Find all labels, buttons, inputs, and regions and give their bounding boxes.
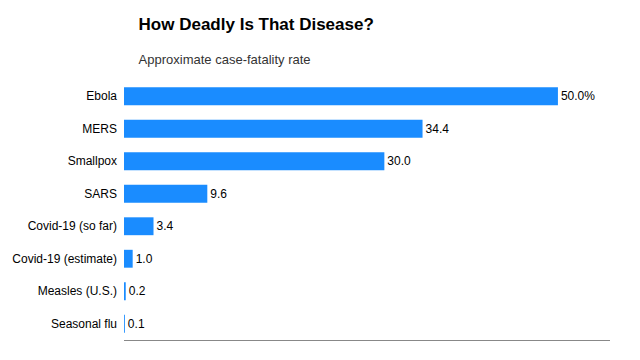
- svg-text:Seasonal flu: Seasonal flu: [51, 317, 117, 331]
- svg-text:Approximate case-fatality rate: Approximate case-fatality rate: [139, 52, 311, 67]
- svg-text:MERS: MERS: [82, 122, 117, 136]
- svg-text:Covid-19 (so far): Covid-19 (so far): [28, 219, 117, 233]
- svg-text:0.1: 0.1: [128, 317, 145, 331]
- svg-text:34.4: 34.4: [426, 122, 450, 136]
- svg-text:0.2: 0.2: [129, 284, 146, 298]
- svg-text:How Deadly Is That Disease?: How Deadly Is That Disease?: [139, 15, 374, 34]
- svg-text:50.0%: 50.0%: [561, 89, 595, 103]
- svg-text:3.4: 3.4: [157, 219, 174, 233]
- svg-text:1.0: 1.0: [136, 252, 153, 266]
- svg-text:30.0: 30.0: [387, 154, 411, 168]
- svg-text:Smallpox: Smallpox: [68, 154, 117, 168]
- svg-text:9.6: 9.6: [210, 187, 227, 201]
- svg-text:Ebola: Ebola: [86, 89, 117, 103]
- svg-text:Measles (U.S.): Measles (U.S.): [38, 284, 117, 298]
- svg-text:SARS: SARS: [84, 187, 117, 201]
- svg-text:Covid-19 (estimate): Covid-19 (estimate): [12, 252, 117, 266]
